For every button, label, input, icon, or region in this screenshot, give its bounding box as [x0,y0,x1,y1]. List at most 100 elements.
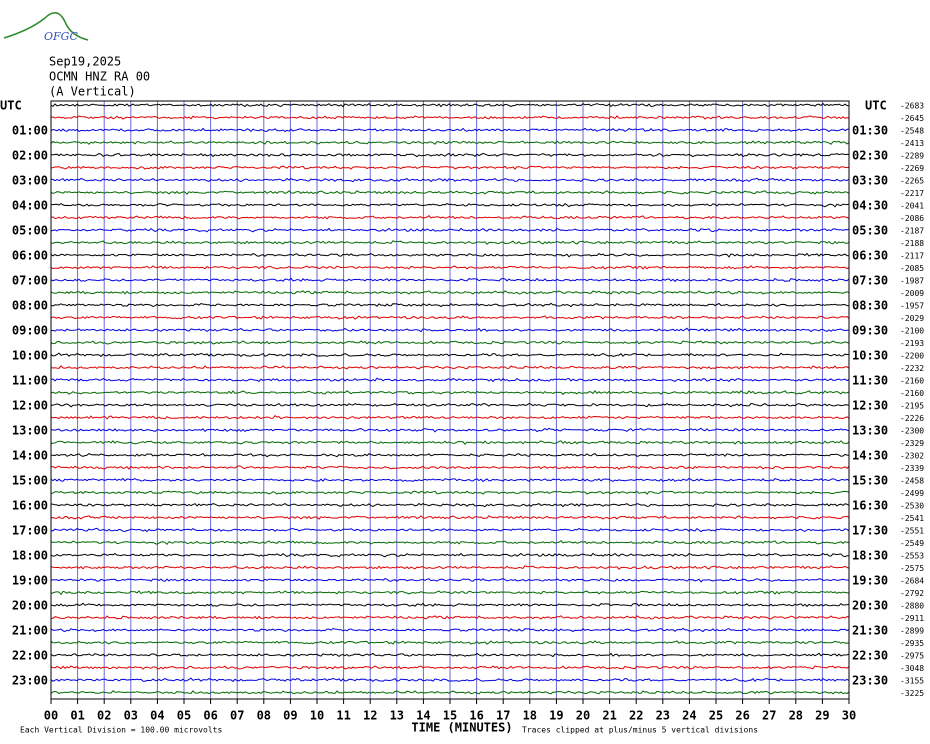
row-label-right: 04:30 [852,199,888,213]
x-tick-label: 24 [682,709,696,723]
row-label-right: 18:30 [852,549,888,563]
x-tick-label: 04 [150,709,164,723]
trace [50,340,850,345]
row-offset: -2193 [900,339,924,348]
x-tick-label: 23 [656,709,670,723]
trace [50,565,850,570]
trace [50,240,850,245]
row-label-left: 15:00 [12,474,48,488]
trace [50,677,850,683]
row-label-right: 17:30 [852,524,888,538]
row-offset: -2684 [900,577,924,586]
trace [50,440,850,445]
trace [50,290,850,295]
row-label-left: 04:00 [12,199,48,213]
row-label-left: 12:00 [12,399,48,413]
logo: OFGC [44,30,78,43]
clip-note: Traces clipped at plus/minus 5 vertical … [522,726,758,735]
row-offset: -2645 [900,114,924,123]
row-offset: -1987 [900,277,924,286]
row-offset: -2302 [900,452,924,461]
row-offset: -2188 [900,239,924,248]
row-label-left: 18:00 [12,549,48,563]
x-tick-label: 30 [842,709,856,723]
trace [50,152,850,158]
row-label-left: 23:00 [12,674,48,688]
trace [50,477,850,483]
row-label-left: 17:00 [12,524,48,538]
row-label-right: 22:30 [852,649,888,663]
row-label-left: 22:00 [12,649,48,663]
row-offset: -2329 [900,439,924,448]
row-label-right: 16:30 [852,499,888,513]
row-offset: -2300 [900,427,924,436]
x-tick-label: 03 [124,709,138,723]
subtitle: OCMN HNZ RA 00 [49,70,150,84]
row-offset: -2553 [900,552,924,561]
row-label-left: 02:00 [12,149,48,163]
row-offset: -2226 [900,414,924,423]
x-tick-label: 00 [44,709,58,723]
x-tick-label: 09 [283,709,297,723]
x-tick-label: 07 [230,709,244,723]
row-offset: -2269 [900,164,924,173]
row-offset: -2029 [900,314,924,323]
title: Sep19,2025 [49,55,121,69]
x-tick-label: 06 [203,709,217,723]
trace [50,452,850,458]
trace [50,465,850,470]
trace [50,277,850,283]
trace [50,615,850,620]
row-offset: -2265 [900,177,924,186]
x-tick-label: 22 [629,709,643,723]
trace [50,552,850,558]
row-label-right: 13:30 [852,424,888,438]
row-label-right: 23:30 [852,674,888,688]
row-label-right: 15:30 [852,474,888,488]
trace [50,365,850,370]
row-offset: -2458 [900,477,924,486]
row-label-right: 09:30 [852,324,888,338]
trace [50,540,850,546]
trace [50,577,850,583]
row-offset: -2530 [900,502,924,511]
x-tick-label: 14 [416,709,430,723]
scale-note: Each Vertical Division = 100.00 microvol… [20,726,222,735]
row-offset: -3225 [900,689,924,698]
trace [50,265,850,270]
trace [50,527,850,533]
row-offset: -2792 [900,589,924,598]
x-tick-label: 01 [70,709,84,723]
x-tick-label: 05 [177,709,191,723]
row-offset: -2975 [900,652,924,661]
x-tick-label: 28 [789,709,803,723]
trace [50,665,850,670]
row-offset: -2911 [900,614,924,623]
trace [50,315,850,320]
row-offset: -2160 [900,377,924,386]
row-offset: -2160 [900,389,924,398]
row-offset: -2549 [900,539,924,548]
row-offset: -2880 [900,602,924,611]
row-offset: -2086 [900,214,924,223]
row-label-left: 14:00 [12,449,48,463]
x-tick-label: 16 [469,709,483,723]
x-tick-label: 25 [709,709,723,723]
row-offset: -2117 [900,252,924,261]
row-offset: -2575 [900,564,924,573]
row-offset: -2289 [900,152,924,161]
row-label-left: 03:00 [12,174,48,188]
x-tick-label: 26 [735,709,749,723]
x-tick-label: 10 [310,709,324,723]
trace [50,102,850,108]
row-label-right: 06:30 [852,249,888,263]
trace [50,640,850,645]
row-label-left: 08:00 [12,299,48,313]
x-tick-label: 11 [336,709,350,723]
row-label-right: 07:30 [852,274,888,288]
trace [50,302,850,308]
row-offset: -2683 [900,102,924,111]
x-tick-label: 18 [523,709,537,723]
x-tick-label: 29 [815,709,829,723]
